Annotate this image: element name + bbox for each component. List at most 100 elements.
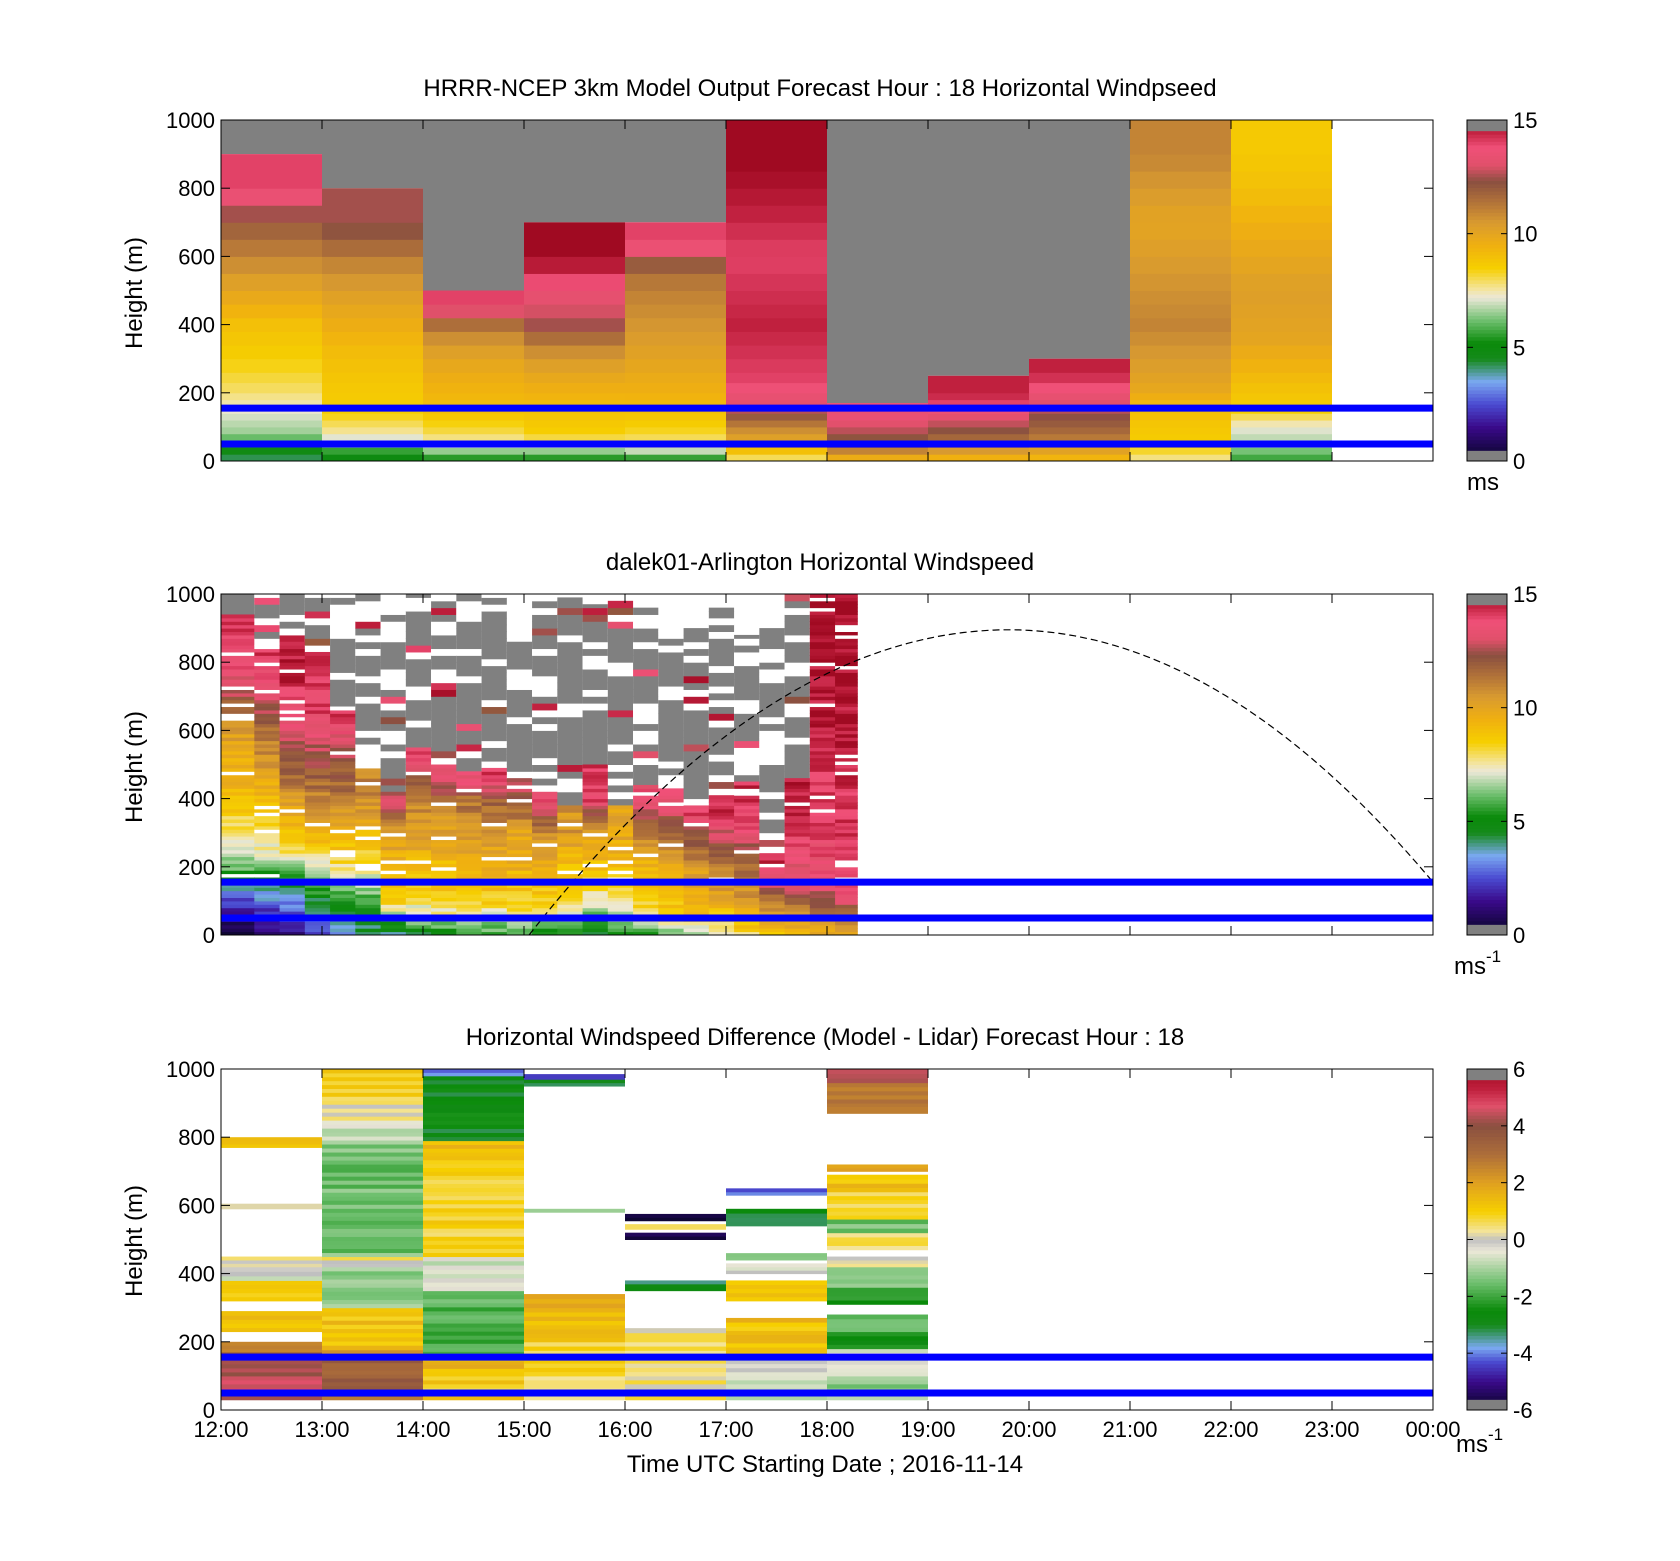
- colorbar-segment: [1467, 910, 1507, 915]
- heatmap-cell: [322, 205, 423, 223]
- missing-cell: [506, 641, 533, 650]
- heatmap-cell: [380, 866, 407, 871]
- heatmap-cell: [431, 795, 457, 800]
- heatmap-cell: [625, 1350, 726, 1356]
- heatmap-cell: [835, 928, 858, 933]
- heatmap-cell: [355, 870, 382, 875]
- heatmap-cell: [809, 907, 836, 912]
- y-tick-label: 200: [178, 855, 215, 880]
- missing-cell: [532, 750, 558, 759]
- heatmap-cell: [557, 907, 584, 912]
- heatmap-cell: [456, 839, 483, 844]
- missing-cell: [633, 716, 659, 725]
- heatmap-cell: [456, 825, 483, 830]
- heatmap-cell: [330, 723, 356, 728]
- heatmap-cell: [254, 716, 281, 721]
- heatmap-cell: [607, 846, 634, 851]
- colorbar-segment: [1467, 835, 1507, 840]
- heatmap-cell: [524, 239, 625, 257]
- heatmap-cell: [254, 651, 281, 656]
- heatmap-cell: [322, 1259, 423, 1264]
- heatmap-cell: [809, 699, 836, 704]
- colorbar-segment: [1467, 286, 1507, 291]
- heatmap-cell: [431, 822, 457, 827]
- x-tick-label: 20:00: [1001, 1417, 1056, 1442]
- heatmap-cell: [524, 1079, 625, 1084]
- missing-cell: [633, 689, 659, 697]
- heatmap-cell: [322, 1274, 423, 1280]
- heatmap-cell: [456, 808, 483, 813]
- missing-cell: [456, 703, 482, 711]
- heatmap-cell: [658, 808, 685, 813]
- heatmap-cell: [221, 1375, 322, 1381]
- missing-cell: [532, 607, 558, 615]
- missing-cell: [784, 628, 810, 636]
- missing-cell: [532, 614, 558, 622]
- heatmap-cell: [380, 911, 407, 916]
- heatmap-cell: [835, 819, 858, 823]
- heatmap-cell: [809, 781, 836, 786]
- heatmap-cell: [835, 815, 858, 820]
- heatmap-cell: [726, 222, 827, 240]
- heatmap-cell: [708, 825, 735, 830]
- missing-cell: [557, 655, 583, 663]
- heatmap-cell: [456, 846, 483, 851]
- heatmap-cell: [279, 740, 306, 745]
- heatmap-cell: [423, 1092, 524, 1097]
- missing-cell: [734, 665, 760, 673]
- heatmap-cell: [784, 859, 811, 864]
- heatmap-cell: [759, 904, 786, 909]
- missing-cell: [683, 709, 709, 718]
- heatmap-cell: [322, 1200, 423, 1205]
- missing-cell: [355, 607, 381, 615]
- heatmap-cell: [456, 836, 483, 841]
- heatmap-cell: [221, 454, 322, 462]
- colorbar-segment: [1467, 831, 1507, 837]
- missing-cell: [759, 839, 785, 847]
- heatmap-cell: [827, 1167, 928, 1172]
- heatmap-cell: [481, 842, 508, 847]
- heatmap-cell: [254, 825, 281, 830]
- missing-cell: [481, 594, 507, 598]
- heatmap-cell: [1231, 372, 1332, 384]
- colorbar-segment: [1467, 1381, 1507, 1386]
- heatmap-cell: [330, 802, 356, 806]
- heatmap-cell: [835, 788, 858, 793]
- missing-cell: [607, 730, 634, 738]
- missing-cell: [784, 607, 810, 615]
- heatmap-cell: [431, 836, 457, 841]
- heatmap-cell: [405, 761, 432, 765]
- heatmap-cell: [625, 1383, 726, 1389]
- heatmap-cell: [304, 757, 331, 762]
- heatmap-cell: [431, 900, 457, 905]
- heatmap-cell: [835, 709, 858, 714]
- heatmap-cell: [456, 870, 483, 875]
- heatmap-cell: [456, 853, 483, 858]
- heatmap-cell: [726, 317, 827, 332]
- heatmap-cell: [557, 873, 584, 878]
- heatmap-cell: [532, 859, 558, 864]
- missing-cell: [582, 614, 608, 622]
- heatmap-cell: [809, 744, 836, 748]
- heatmap-cell: [254, 839, 281, 844]
- heatmap-cell: [827, 1219, 928, 1225]
- heatmap-cell: [431, 812, 457, 817]
- heatmap-cell: [607, 805, 634, 810]
- heatmap-cell: [304, 703, 331, 708]
- missing-cell: [330, 638, 356, 646]
- colorbar-segment: [1467, 1342, 1507, 1347]
- heatmap-cell: [423, 1069, 524, 1073]
- missing-cell: [330, 699, 356, 708]
- colorbar-segment: [1467, 1140, 1507, 1145]
- heatmap-cell: [809, 870, 836, 875]
- heatmap-cell: [809, 648, 836, 653]
- heatmap-cell: [582, 866, 609, 871]
- colorbar-segment: [1467, 672, 1507, 677]
- y-tick-label: 0: [203, 923, 215, 948]
- heatmap-cell: [322, 1396, 423, 1401]
- heatmap-cell: [827, 1199, 928, 1204]
- heatmap-cell: [827, 1195, 928, 1201]
- heatmap-cell: [683, 822, 710, 827]
